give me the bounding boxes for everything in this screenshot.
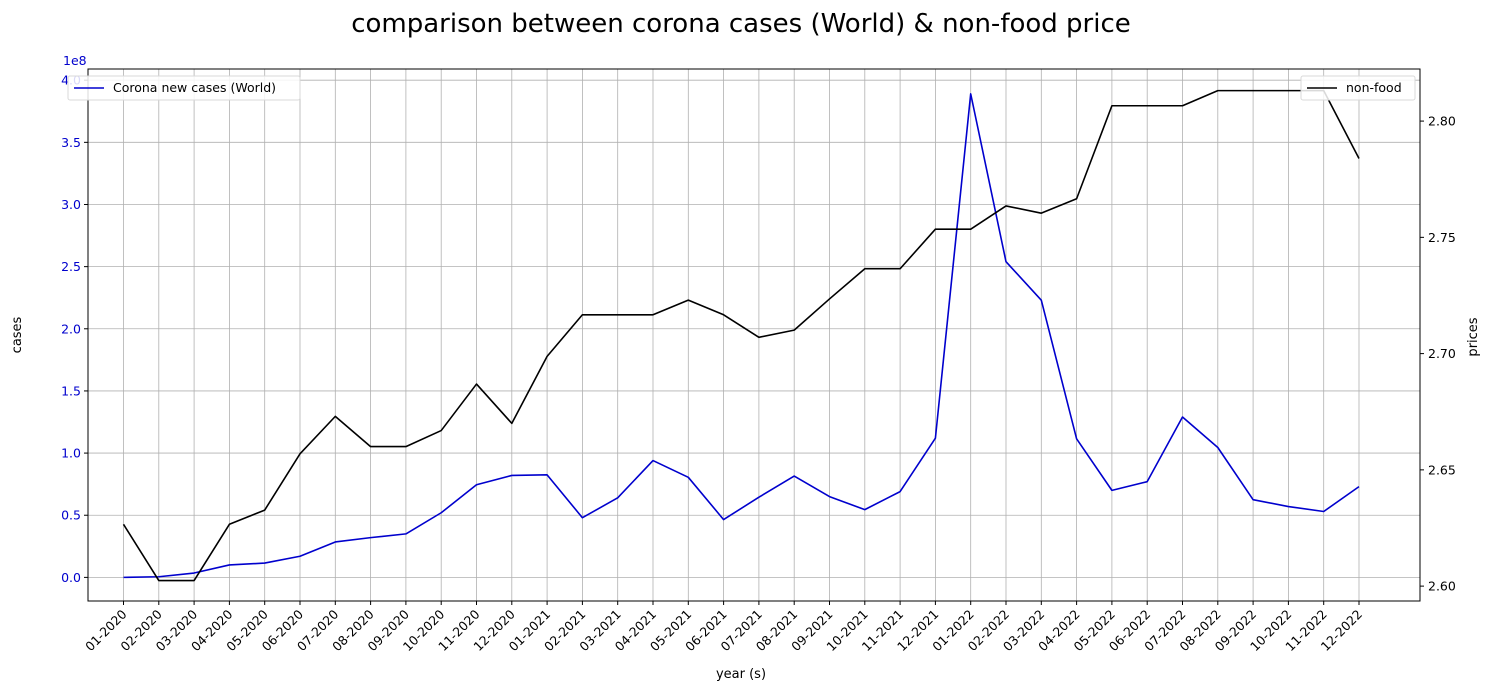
legend-left-box: [67, 75, 301, 101]
left-tick-label: 3.0: [61, 197, 81, 212]
left-axis-offset-text: 1e8: [63, 53, 87, 68]
plot-lines: [122, 89, 1360, 582]
left-tick-label: 1.0: [61, 446, 81, 461]
x-axis-label: year (s): [716, 667, 766, 682]
right-tick-label: 2.60: [1428, 579, 1456, 594]
left-tick-label: 1.5: [61, 383, 81, 398]
right-tick-label: 2.70: [1428, 346, 1456, 361]
grid-lines: [88, 69, 1420, 601]
x-axis: 01-202002-202003-202004-202005-202006-20…: [82, 601, 1365, 654]
right-y-axis: 2.60 2.65 2.70 2.75 2.80: [1420, 114, 1456, 594]
left-y-axis: 0.00.51.01.52.02.53.03.54.0: [61, 73, 88, 585]
left-tick-label: 2.0: [61, 321, 81, 336]
series-line-1: [123, 93, 1360, 579]
right-y-axis-label: prices: [1466, 317, 1481, 356]
left-tick-label: 0.5: [61, 508, 81, 523]
legend-left-label: Corona new cases (World): [113, 80, 276, 95]
left-tick-label: 2.5: [61, 259, 81, 274]
legend-right-box: [1300, 75, 1416, 101]
right-tick-label: 2.65: [1428, 462, 1456, 477]
chart-title: comparison between corona cases (World) …: [351, 9, 1131, 39]
left-y-axis-label: cases: [10, 316, 25, 353]
legend-right-label: non-food: [1346, 80, 1402, 95]
legend-left: Corona new cases (World): [67, 75, 301, 101]
legend-right: non-food: [1300, 75, 1416, 101]
right-tick-label: 2.80: [1428, 114, 1456, 129]
left-tick-label: 0.0: [61, 570, 81, 585]
left-tick-label: 3.5: [61, 135, 81, 150]
plot-frame: [87, 68, 1421, 602]
right-tick-label: 2.75: [1428, 230, 1456, 245]
series-line-2: [122, 89, 1360, 582]
